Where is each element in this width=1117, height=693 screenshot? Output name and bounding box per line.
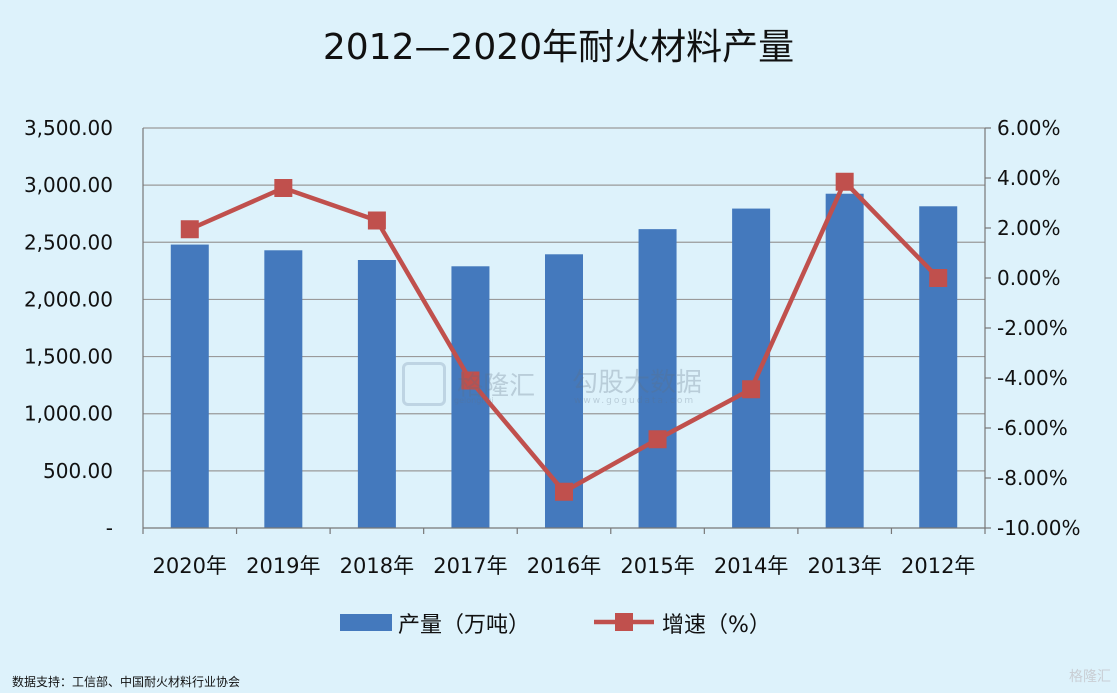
- y-right-tick-label: -10.00%: [997, 516, 1080, 540]
- y-right-tick-label: -2.00%: [997, 316, 1068, 340]
- y-left-tick-label: 1,000.00: [24, 402, 113, 426]
- bar: [638, 229, 677, 528]
- x-tick-label: 2014年: [714, 554, 788, 578]
- growth-marker: [835, 172, 854, 191]
- x-tick-label: 2018年: [340, 554, 414, 578]
- source-note: 数据支持：工信部、中国耐火材料行业协会: [12, 675, 241, 689]
- growth-marker: [461, 371, 480, 390]
- y-right-tick-label: -6.00%: [997, 416, 1068, 440]
- growth-marker: [180, 220, 199, 239]
- growth-marker: [367, 211, 386, 230]
- growth-marker: [274, 179, 293, 197]
- axes: [142, 127, 991, 534]
- chart-title: 2012—2020年耐火材料产量: [322, 27, 795, 68]
- watermark-brand: 格隆汇: [457, 371, 536, 402]
- y-right-tick-label: 0.00%: [997, 266, 1061, 290]
- x-tick-label: 2012年: [901, 554, 975, 578]
- legend: 产量（万吨） 增速（%）: [340, 613, 771, 638]
- bar: [919, 206, 958, 529]
- x-tick-label: 2019年: [246, 554, 320, 578]
- y-right-tick-label: 6.00%: [997, 116, 1061, 140]
- legend-label-bar: 产量（万吨）: [398, 613, 530, 638]
- y-left-tick-label: 2,500.00: [24, 230, 113, 254]
- corner-logo: 格隆汇: [1069, 669, 1111, 685]
- growth-marker: [742, 380, 761, 399]
- x-tick-label: 2016年: [527, 554, 601, 578]
- growth-marker: [555, 482, 573, 501]
- y-left-tick-label: -: [106, 516, 113, 540]
- legend-swatch-marker: [615, 613, 633, 631]
- y-left-tick-label: 1,500.00: [24, 345, 113, 369]
- bar: [170, 244, 209, 529]
- y-left-tick-label: 3,500.00: [24, 116, 113, 140]
- bar-series: [170, 193, 958, 529]
- y-right-tick-label: -8.00%: [997, 466, 1068, 490]
- line-series: [180, 172, 948, 501]
- x-tick-label: 2013年: [807, 554, 881, 578]
- y-right-tick-label: 2.00%: [997, 216, 1061, 240]
- watermark-logo-icon: [402, 362, 446, 406]
- x-tick-label: 2017年: [433, 554, 507, 578]
- tick-labels: - 500.00 1,000.00 1,500.00 2,000.00 2,500.00 3…: [24, 116, 1081, 578]
- watermark: 格隆汇 gelonghui 勾股大数据 www.gogudata.com: [402, 362, 702, 406]
- y-left-tick-label: 2,000.00: [24, 287, 113, 311]
- bar: [825, 193, 864, 528]
- y-right-tick-label: 4.00%: [997, 166, 1061, 190]
- x-tick-label: 2015年: [620, 554, 694, 578]
- bar: [357, 260, 396, 528]
- growth-marker: [648, 430, 667, 449]
- legend-label-line: 增速（%）: [662, 613, 771, 638]
- y-left-tick-label: 3,000.00: [24, 173, 113, 197]
- growth-marker: [929, 269, 948, 287]
- legend-swatch-bar: [340, 614, 392, 631]
- watermark-site: 勾股大数据: [572, 368, 703, 398]
- y-left-tick-label: 500.00: [43, 459, 113, 483]
- bar: [732, 208, 771, 529]
- watermark-sub: gelonghui: [454, 396, 494, 405]
- watermark-site-url: www.gogudata.com: [574, 396, 696, 406]
- x-tick-label: 2020年: [153, 554, 227, 578]
- y-right-tick-label: -4.00%: [997, 366, 1068, 390]
- bar: [264, 250, 303, 529]
